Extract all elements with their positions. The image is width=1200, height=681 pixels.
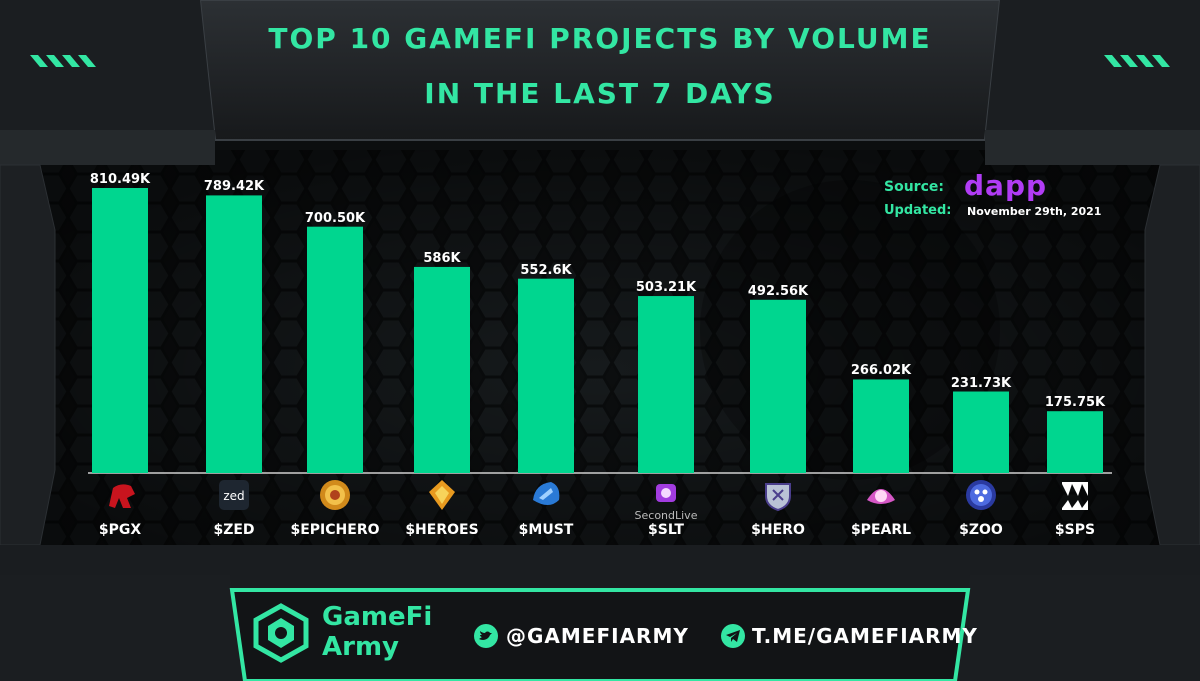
data-label: 552.6K [520,262,572,278]
category-label: $SLT [648,522,684,538]
category-label: $EPICHERO [290,522,380,538]
secondlive-wordmark: SecondLive [634,509,698,522]
data-label: 175.75K [1044,395,1106,411]
chart-title-line-2: IN THE LAST 7 DAYS [424,77,776,110]
updated-value: November 29th, 2021 [967,205,1102,218]
bar-zed [206,195,262,473]
must-icon [533,482,560,505]
heroes-icon [429,480,455,510]
slt-icon [656,484,676,502]
bar-epichero [307,226,363,473]
bar-pearl [853,379,909,473]
epichero-icon [320,480,350,510]
category-label: $HERO [751,522,805,538]
category-label: $MUST [518,522,574,538]
category-label: $PEARL [850,522,912,538]
category-label: $ZED [213,522,255,538]
data-label: 266.02K [850,363,912,379]
zed-icon: zed [219,480,249,510]
telegram-link[interactable]: T.ME/GAMEFIARMY [752,624,978,648]
hero-icon [765,483,791,512]
gamefi-army-logo-icon [253,603,309,663]
bar-hero [750,299,806,473]
brand-name-line-1: GameFi [322,602,433,632]
data-label: 492.56K [747,283,809,299]
svg-text:zed: zed [223,489,244,503]
data-label: 503.21K [635,280,697,296]
category-label: $HEROES [405,522,479,538]
twitter-handle[interactable]: @GAMEFIARMY [506,624,689,648]
pgx-icon [109,484,135,508]
bar-must [518,278,574,473]
dapp-logo: dapp [964,169,1048,202]
chart-title-line-1: TOP 10 GAMEFI PROJECTS BY VOLUME [268,22,932,55]
telegram-icon [721,624,745,648]
twitter-icon [474,624,498,648]
bar-zoo [953,391,1009,473]
bar-slt [638,296,694,473]
category-label: $SPS [1054,522,1096,538]
updated-label: Updated: [884,203,952,218]
source-box: Source: dapp Updated: November 29th, 202… [884,169,1124,225]
data-label: 586K [423,250,461,266]
data-label: 700.50K [304,210,366,226]
zoo-icon [966,480,996,510]
data-label: 231.73K [950,375,1012,391]
bar-sps [1047,411,1103,473]
source-label: Source: [884,179,944,195]
sps-icon [1062,482,1088,510]
pearl-icon [867,489,895,504]
brand-name-line-2: Army [322,632,399,662]
category-label: $ZOO [959,522,1003,538]
category-label: $PGX [98,522,142,538]
data-label: 789.42K [203,179,265,195]
bar-heroes [414,266,470,473]
bar-pgx [92,188,148,473]
data-label: 810.49K [89,172,151,187]
